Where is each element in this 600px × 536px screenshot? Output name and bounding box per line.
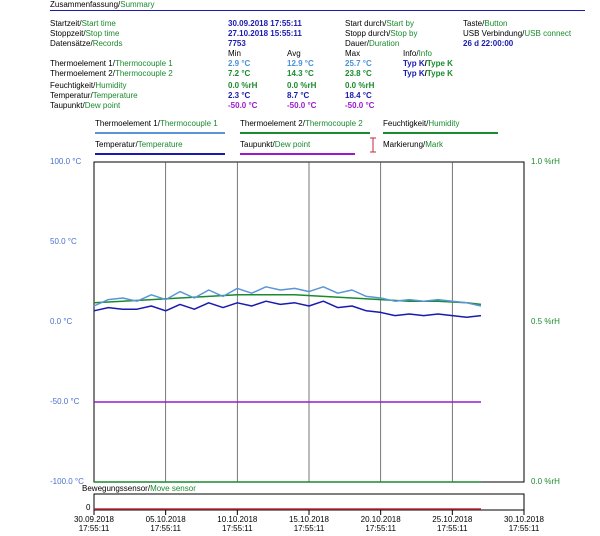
stats-col-min: Min	[228, 49, 241, 58]
stats-row-label: Thermoelement 2/Thermocouple 2	[50, 69, 173, 78]
stop-time-value: 27.10.2018 15:55:11	[228, 29, 302, 38]
x-tick-label: 30.09.2018 17:55:11	[73, 515, 115, 533]
stats-row-label: Temperatur/Temperature	[50, 91, 138, 100]
legend-dew-line	[240, 153, 355, 155]
right-tick-label: 0.0 %rH	[531, 477, 560, 486]
stats-row-label: Taupunkt/Dew point	[50, 101, 121, 110]
stats-row-min: 0.0 %rH	[228, 81, 258, 90]
legend-humidity: Feuchtigkeit/Humidity	[383, 119, 460, 128]
stats-row-avg: 14.3 °C	[287, 69, 314, 78]
stats-row-max: 25.7 °C	[345, 59, 372, 68]
series-thermocouple-1	[93, 286, 482, 307]
left-tick-label: 0.0 °C	[50, 317, 73, 326]
start-time-value: 30.09.2018 17:55:11	[228, 19, 302, 28]
legend-tc2-line	[240, 132, 370, 134]
stats-row-info: Typ K/Type K	[403, 59, 453, 68]
stats-row-max: 0.0 %rH	[345, 81, 375, 90]
move-sensor-frame	[93, 493, 525, 511]
summary-header: Zusammenfassung/Summary	[50, 0, 155, 9]
left-tick-label: 100.0 °C	[50, 157, 82, 166]
stats-row-avg: 8.7 °C	[287, 91, 310, 100]
stats-col-max: Max	[345, 49, 361, 58]
header-title-en: Summary	[120, 0, 155, 9]
legend-dew: Taupunkt/Dew point	[240, 140, 311, 149]
stats-row-avg: -50.0 °C	[287, 101, 317, 110]
move-sensor-label: Bewegungssensor/Move sensor	[82, 484, 196, 493]
series-temperature	[93, 300, 482, 318]
x-tick-label: 25.10.2018 17:55:11	[432, 515, 473, 533]
stop-by-label: Stopp durch/Stop by	[345, 29, 418, 38]
stop-by-value: USB Verbindung/USB connect	[463, 29, 572, 38]
right-tick-label: 0.5 %rH	[531, 317, 560, 326]
legend-humidity-line	[383, 132, 498, 134]
stats-row-avg: 0.0 %rH	[287, 81, 317, 90]
move-sensor-axis-value: 0	[86, 503, 91, 512]
right-tick-label: 1.0 %rH	[531, 157, 560, 166]
start-by-value: Taste/Button	[463, 19, 508, 28]
duration-value: 26 d 22:00:00	[463, 39, 514, 48]
stats-row-label: Thermoelement 1/Thermocouple 1	[50, 59, 173, 68]
stats-row-avg: 12.9 °C	[287, 59, 314, 68]
start-by-label: Start durch/Start by	[345, 19, 414, 28]
header-divider	[50, 10, 585, 11]
x-tick-label: 05.10.2018 17:55:11	[145, 515, 186, 533]
stats-row-label: Feuchtigkeit/Humidity	[50, 81, 127, 90]
stats-row-min: 2.9 °C	[228, 59, 251, 68]
legend-tc1-line	[95, 132, 225, 134]
legend-tc2: Thermoelement 2/Thermocouple 2	[240, 119, 363, 128]
stats-row-min: 2.3 °C	[228, 91, 251, 100]
records-label: Datensätze/Records	[50, 39, 123, 48]
stats-row-min: -50.0 °C	[228, 101, 258, 110]
left-tick-label: -100.0 °C	[50, 477, 84, 486]
stats-row-info: Typ K/Type K	[403, 69, 453, 78]
records-value: 7753	[228, 39, 246, 48]
legend-mark: Markierung/Mark	[383, 140, 444, 149]
legend-temperature: Temperatur/Temperature	[95, 140, 183, 149]
left-tick-label: 50.0 °C	[50, 237, 77, 246]
x-tick-label: 30.10.2018 17:55:11	[503, 515, 545, 533]
stats-row-min: 7.2 °C	[228, 69, 251, 78]
legend-tc1: Thermoelement 1/Thermocouple 1	[95, 119, 218, 128]
stats-col-avg: Avg	[287, 49, 301, 58]
x-tick-label: 10.10.2018 17:55:11	[217, 515, 258, 533]
stats-row-max: 23.8 °C	[345, 69, 372, 78]
start-time-label: Startzeit/Start time	[50, 19, 116, 28]
stats-col-info: Info/Info	[403, 49, 432, 58]
x-tick-label: 15.10.2018 17:55:11	[288, 515, 330, 533]
x-tick-label: 20.10.2018 17:55:11	[360, 515, 401, 533]
left-tick-label: -50.0 °C	[50, 397, 80, 406]
stats-row-max: 18.4 °C	[345, 91, 372, 100]
stop-time-label: Stoppzeit/Stop time	[50, 29, 120, 38]
header-title-de: Zusammenfassung	[50, 0, 119, 9]
stats-row-max: -50.0 °C	[345, 101, 375, 110]
duration-label: Dauer/Duration	[345, 39, 400, 48]
mark-icon	[370, 137, 376, 153]
legend-temperature-line	[95, 153, 225, 155]
